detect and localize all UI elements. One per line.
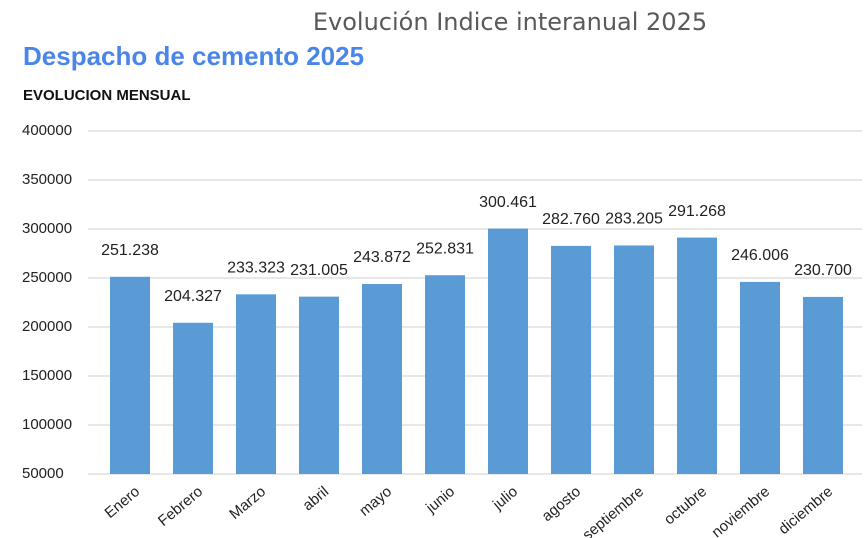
bar (614, 245, 654, 474)
y-tick-label: 200000 (22, 318, 72, 335)
y-tick-label: 350000 (22, 171, 72, 188)
value-label: 283.205 (605, 211, 663, 228)
y-tick-label: 400000 (22, 122, 72, 139)
x-tick-label: Febrero (155, 483, 206, 530)
bar (362, 284, 402, 474)
value-label: 230.700 (794, 262, 852, 279)
x-tick-label: diciembre (775, 483, 836, 538)
x-tick-label: agosto (539, 483, 584, 525)
value-label: 300.461 (479, 194, 537, 211)
value-label: 204.327 (164, 288, 222, 305)
bar (803, 296, 843, 474)
bar (740, 281, 780, 474)
x-tick-label: Enero (102, 483, 144, 522)
y-tick-label: 100000 (22, 416, 72, 433)
bar (236, 294, 276, 474)
x-tick-label: noviembre (709, 483, 774, 538)
chart-subtitle: Despacho de cemento 2025 (23, 41, 364, 71)
x-tick-label: julio (489, 483, 521, 514)
y-tick-label: 300000 (22, 220, 72, 237)
bar (677, 237, 717, 474)
x-tick-label: Marzo (226, 483, 269, 523)
value-label: 252.831 (416, 240, 474, 257)
value-label: 243.872 (353, 249, 411, 266)
y-tick-label: 250000 (22, 269, 72, 286)
value-label: 246.006 (731, 247, 789, 264)
bar (110, 276, 150, 474)
value-label: 233.323 (227, 260, 285, 277)
x-tick-label: abril (299, 483, 332, 514)
x-tick-label: octubre (661, 483, 710, 528)
bar (488, 228, 528, 474)
bar (551, 245, 591, 474)
bar (425, 275, 465, 474)
y-tick-label: 50000 (22, 465, 64, 482)
x-tick-label: mayo (356, 483, 395, 520)
value-label: 282.760 (542, 211, 600, 228)
chart-title: Evolución Indice interanual 2025 (313, 8, 707, 36)
y-tick-label: 150000 (22, 367, 72, 384)
x-tick-label: junio (422, 483, 458, 517)
value-label: 291.268 (668, 203, 726, 220)
value-label: 231.005 (290, 262, 348, 279)
bar (173, 322, 213, 474)
chart-caption: EVOLUCION MENSUAL (23, 87, 191, 104)
x-tick-label: septiembre (579, 483, 647, 538)
value-label: 251.238 (101, 242, 159, 259)
bar (299, 296, 339, 474)
